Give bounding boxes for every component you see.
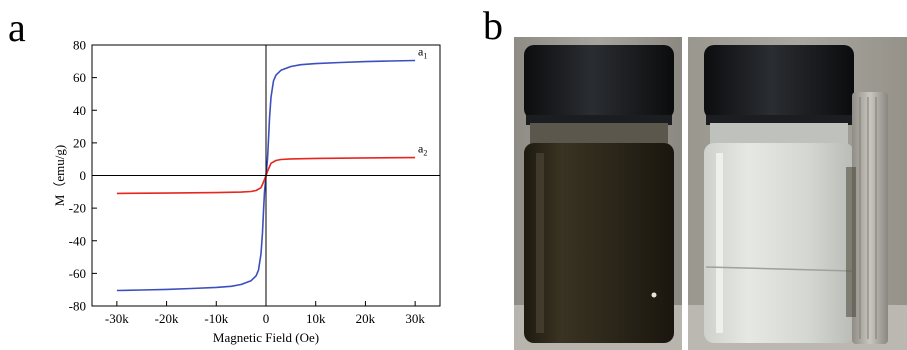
y-tick-label: -60 (69, 266, 86, 281)
y-tick-label: 40 (73, 103, 86, 118)
series-labels: a1 a2 (418, 44, 427, 157)
photo-dispersion-vial (514, 37, 682, 350)
magnetization-chart: -30k -20k -10k 0 10k 20k 30k -80 -60 -40 -20 0 20 40 6… (52, 38, 441, 345)
photo-right-cap (704, 45, 854, 119)
photo-magnet-separation (688, 37, 907, 350)
series-label-a1: a1 (418, 44, 427, 60)
chart-tick-labels: -30k -20k -10k 0 10k 20k 30k -80 -60 -40 -20 0 20 40 6… (69, 38, 426, 327)
y-tick-label: 80 (73, 38, 86, 53)
y-tick-label: 20 (73, 135, 86, 150)
x-tick-label: -30k (105, 311, 129, 326)
y-tick-label: 60 (73, 70, 86, 85)
series-label-a2: a2 (418, 142, 427, 158)
photo-left-cap-ring (526, 115, 672, 125)
x-tick-label: 30k (405, 311, 425, 326)
y-tick-label: -80 (69, 299, 86, 314)
panel-label-b: b (483, 3, 503, 48)
x-tick-label: -10k (204, 311, 228, 326)
x-tick-label: 10k (306, 311, 326, 326)
y-tick-label: -20 (69, 201, 86, 216)
photo-right-cap-ring (706, 115, 852, 125)
photo-left-cap (524, 45, 674, 119)
panel-label-a: a (8, 5, 26, 50)
y-tick-label: 0 (80, 168, 87, 183)
x-tick-label: 20k (356, 311, 376, 326)
photo-right-magnet-deposit (846, 167, 856, 317)
y-tick-label: -40 (69, 233, 86, 248)
photo-right-meniscus (705, 266, 853, 272)
photo-right-magnet-stack (852, 92, 888, 344)
photo-left-vial-highlight (536, 153, 544, 333)
y-axis-title: M（emu/g) (52, 145, 67, 206)
photo-right-vial-liquid (704, 143, 854, 343)
x-axis-title: Magnetic Field (Oe) (213, 330, 319, 345)
x-tick-label: -20k (155, 311, 179, 326)
photo-right-vial-highlight (716, 153, 723, 333)
x-tick-label: 0 (263, 311, 270, 326)
photo-left-speck (651, 292, 657, 298)
photo-left-vial-liquid (524, 143, 674, 343)
